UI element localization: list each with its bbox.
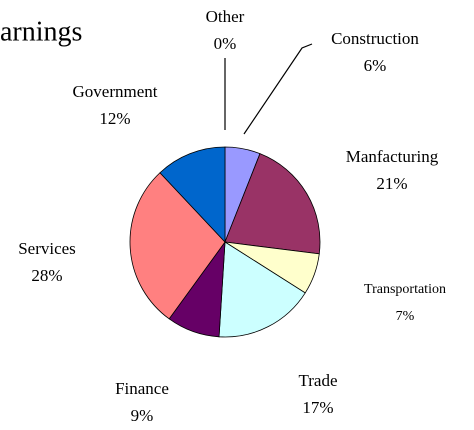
slice-label: Trade: [298, 371, 337, 390]
slice-value: 0%: [214, 34, 237, 53]
chart-title: arnings: [0, 16, 82, 47]
slice-value: 28%: [31, 266, 62, 285]
slice-label: Transportation: [364, 282, 446, 297]
pie-slice: [224, 153, 321, 255]
slice-value: 9%: [131, 406, 154, 425]
pie-slice: [218, 241, 306, 338]
slice-label: Manfacturing: [346, 147, 439, 166]
slice-value: 17%: [302, 398, 333, 417]
slice-label: Other: [206, 7, 245, 26]
slice-label: Services: [18, 239, 76, 258]
pie-slice: [129, 172, 226, 320]
pie-slice: [159, 146, 226, 244]
slice-label: Finance: [115, 379, 169, 398]
slice-value: 6%: [364, 56, 387, 75]
slice-value: 12%: [99, 109, 130, 128]
slice-label: Construction: [331, 29, 419, 48]
leader-line: [243, 43, 313, 135]
slice-value: 7%: [396, 309, 415, 324]
slice-label: Government: [73, 82, 158, 101]
slice-value: 21%: [376, 174, 407, 193]
